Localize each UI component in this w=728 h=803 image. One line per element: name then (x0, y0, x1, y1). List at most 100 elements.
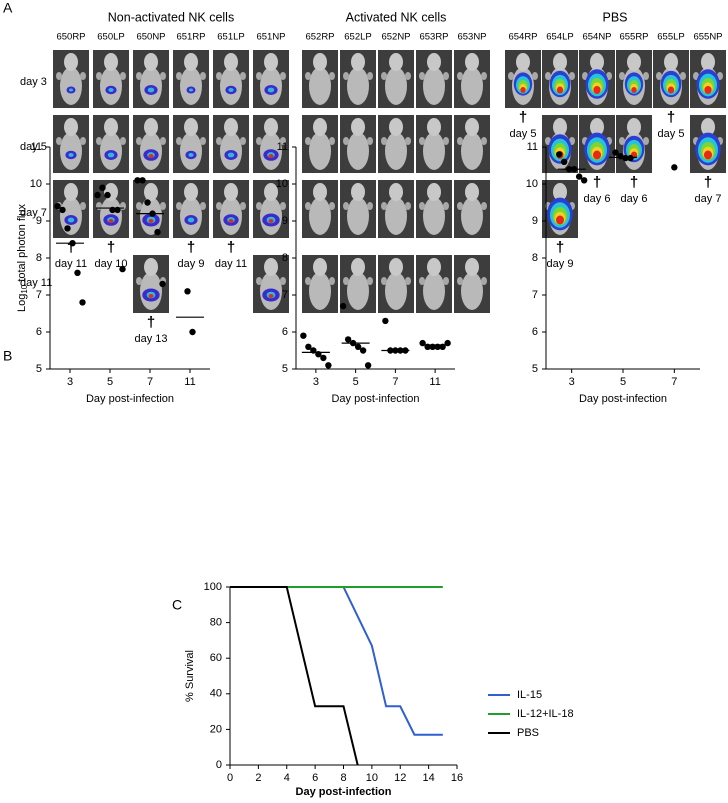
death-day: day 5 (658, 128, 685, 140)
mouse-paw (80, 202, 86, 210)
data-point (339, 302, 347, 310)
y-tick-label: 100 (204, 581, 222, 593)
x-axis-label: Day post-infection (579, 393, 667, 405)
mouse-paw (136, 137, 142, 145)
signal (187, 217, 195, 223)
y-axis-label-part: Log (16, 294, 28, 312)
data-point (99, 184, 106, 191)
mouse-head (224, 53, 238, 71)
y-tick-label: 9 (282, 215, 288, 227)
mouse-head (313, 258, 327, 276)
mouse-label: 652RP (305, 32, 334, 43)
mouse-image (133, 180, 169, 238)
mouse-paw (419, 137, 425, 145)
mouse-paw (680, 72, 686, 80)
mouse-paw (381, 202, 387, 210)
y-tick-label: 8 (532, 252, 538, 264)
mouse-image (454, 255, 490, 313)
mouse-image (302, 180, 338, 238)
mouse-body (385, 272, 407, 310)
mouse-paw (96, 202, 102, 210)
data-point (154, 228, 161, 236)
signal (268, 294, 274, 298)
mouse-body (461, 272, 483, 310)
death-day: day 6 (621, 193, 648, 205)
mouse-paw (443, 137, 449, 145)
data-point (320, 354, 327, 362)
data-point (119, 265, 126, 273)
death-mark: † (593, 174, 601, 191)
mouse-image (378, 255, 414, 313)
mouse-image (616, 115, 652, 173)
mouse-head (264, 258, 278, 276)
mouse-body (423, 132, 445, 170)
data-point (325, 362, 332, 369)
mouse-paw (619, 137, 625, 145)
data-point (104, 191, 111, 199)
death-day: day 7 (695, 193, 722, 205)
mouse-label: 651LP (217, 32, 244, 43)
y-tick-label: 0 (216, 759, 222, 771)
mouse-body (60, 67, 82, 105)
mouse-paw (160, 137, 166, 145)
mouse-paw (56, 137, 62, 145)
mouse-paw (643, 137, 649, 145)
mouse-head (144, 258, 158, 276)
signal (228, 88, 234, 92)
mouse-paw (481, 72, 487, 80)
mouse-head (224, 118, 238, 136)
mouse-head (389, 258, 403, 276)
death-day: day 13 (134, 333, 167, 345)
mouse-image (173, 50, 209, 108)
mouse-body (309, 272, 331, 310)
y-tick-label: 20 (210, 723, 222, 735)
group-title: Non-activated NK cells (108, 10, 234, 24)
data-point (612, 149, 619, 156)
mouse-label: 650RP (56, 32, 85, 43)
mouse-body (347, 197, 369, 235)
signal (107, 152, 115, 158)
mouse-image (454, 50, 490, 108)
mouse-image (454, 180, 490, 238)
mouse-paw (280, 277, 286, 285)
mouse-paw (419, 72, 425, 80)
data-point (305, 343, 312, 350)
mouse-paw (256, 202, 262, 210)
mouse-image (579, 50, 615, 108)
mouse-image (302, 50, 338, 108)
signal (148, 219, 154, 223)
y-axis-label: % Survival (184, 650, 196, 702)
mouse-paw (367, 137, 373, 145)
y-axis-label-part: 10 (20, 284, 29, 293)
signal (268, 154, 274, 158)
mouse-paw (305, 202, 311, 210)
mouse-head (104, 183, 118, 201)
signal (148, 294, 154, 298)
signal (267, 87, 275, 93)
mouse-image (416, 115, 452, 173)
mouse-paw (136, 202, 142, 210)
y-tick-label: 10 (276, 178, 288, 190)
mouse-paw (508, 72, 514, 80)
signal (268, 219, 274, 223)
signal (593, 86, 601, 94)
mouse-paw (305, 72, 311, 80)
mouse-head (144, 183, 158, 201)
mouse-paw (216, 72, 222, 80)
mouse-image (53, 50, 89, 108)
death-day: day 9 (547, 258, 574, 270)
mouse-body (423, 197, 445, 235)
x-tick-label: 3 (67, 376, 73, 388)
mouse-paw (160, 202, 166, 210)
mouse-image (416, 50, 452, 108)
signal (704, 86, 712, 94)
mouse-label: 655NP (693, 32, 722, 43)
mouse-label: 655LP (657, 32, 684, 43)
death-day: day 5 (510, 128, 537, 140)
signal (108, 219, 114, 223)
mouse-paw (120, 202, 126, 210)
survival-line (230, 586, 359, 766)
mouse-paw (80, 72, 86, 80)
mouse-paw (329, 277, 335, 285)
